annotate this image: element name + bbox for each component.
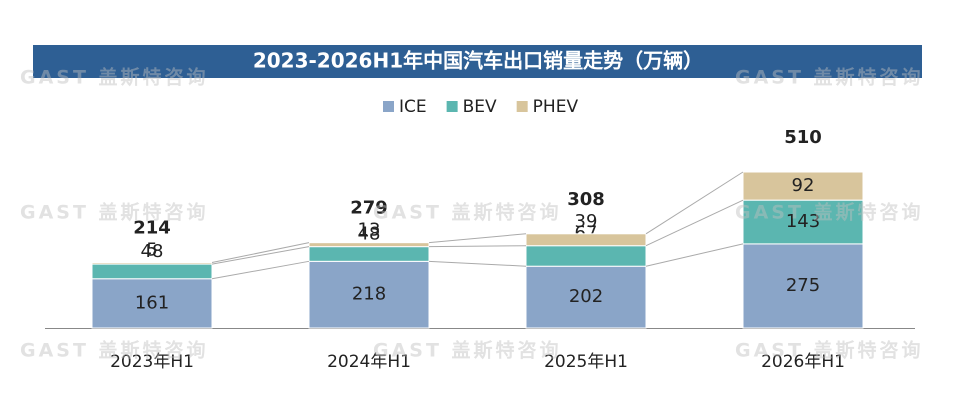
bar-segment — [91, 262, 213, 265]
value-label: 275 — [786, 275, 820, 296]
value-label: 92 — [792, 175, 815, 196]
watermark: GAST 盖斯特咨询 — [20, 339, 209, 362]
bar-segment — [91, 263, 213, 280]
legend-label: ICE — [399, 97, 427, 117]
watermark: GAST 盖斯特咨询 — [373, 201, 562, 224]
value-label: 48 — [141, 241, 164, 262]
legend-swatch — [383, 101, 394, 112]
x-tick-label: 2025年H1 — [544, 352, 628, 372]
x-tick-label: 2023年H1 — [110, 352, 194, 372]
bar-segment — [308, 246, 430, 262]
chart-title: 2023-2026H1年中国汽车出口销量走势（万辆） — [253, 49, 703, 73]
bar-segment — [742, 243, 864, 329]
connector — [428, 245, 527, 248]
bar-segment — [742, 171, 864, 201]
total-label: 214 — [133, 218, 171, 239]
connector — [428, 233, 527, 244]
total-label: 279 — [350, 198, 388, 219]
total-label: 308 — [567, 189, 605, 210]
bar-segment — [525, 265, 647, 329]
value-label: 48 — [358, 224, 381, 245]
legend-label: PHEV — [533, 97, 579, 117]
value-label: 202 — [569, 286, 603, 307]
legend-swatch — [516, 101, 528, 112]
watermark: GAST 盖斯特咨询 — [373, 339, 562, 362]
value-label: 218 — [352, 284, 386, 305]
bar-segment — [525, 245, 647, 267]
watermark: GAST 盖斯特咨询 — [735, 339, 924, 362]
connector — [428, 260, 527, 267]
bar-segment — [308, 242, 430, 248]
watermark: GAST 盖斯特咨询 — [20, 66, 209, 89]
watermark: GAST 盖斯特咨询 — [735, 66, 924, 89]
connector — [645, 171, 744, 235]
bar-segment — [525, 233, 647, 247]
connector — [211, 242, 310, 264]
connector — [645, 243, 744, 267]
connector — [645, 199, 744, 247]
value-label: 161 — [135, 292, 169, 313]
legend-swatch — [446, 101, 458, 112]
value-label: 5 — [146, 240, 157, 261]
value-label: 13 — [358, 220, 381, 241]
bar-segment — [91, 278, 213, 329]
x-tick-label: 2024年H1 — [327, 352, 411, 372]
connector — [211, 246, 310, 265]
watermark: GAST 盖斯特咨询 — [735, 201, 924, 224]
bar-segment — [742, 199, 864, 245]
total-label: 510 — [784, 127, 822, 148]
watermark: GAST 盖斯特咨询 — [20, 201, 209, 224]
x-tick-label: 2026年H1 — [761, 352, 845, 372]
bar-segment — [308, 260, 430, 329]
connector — [211, 260, 310, 280]
value-label: 39 — [575, 211, 598, 232]
legend-label: BEV — [463, 97, 497, 117]
value-label: 143 — [786, 211, 820, 232]
title-bar — [33, 45, 922, 78]
